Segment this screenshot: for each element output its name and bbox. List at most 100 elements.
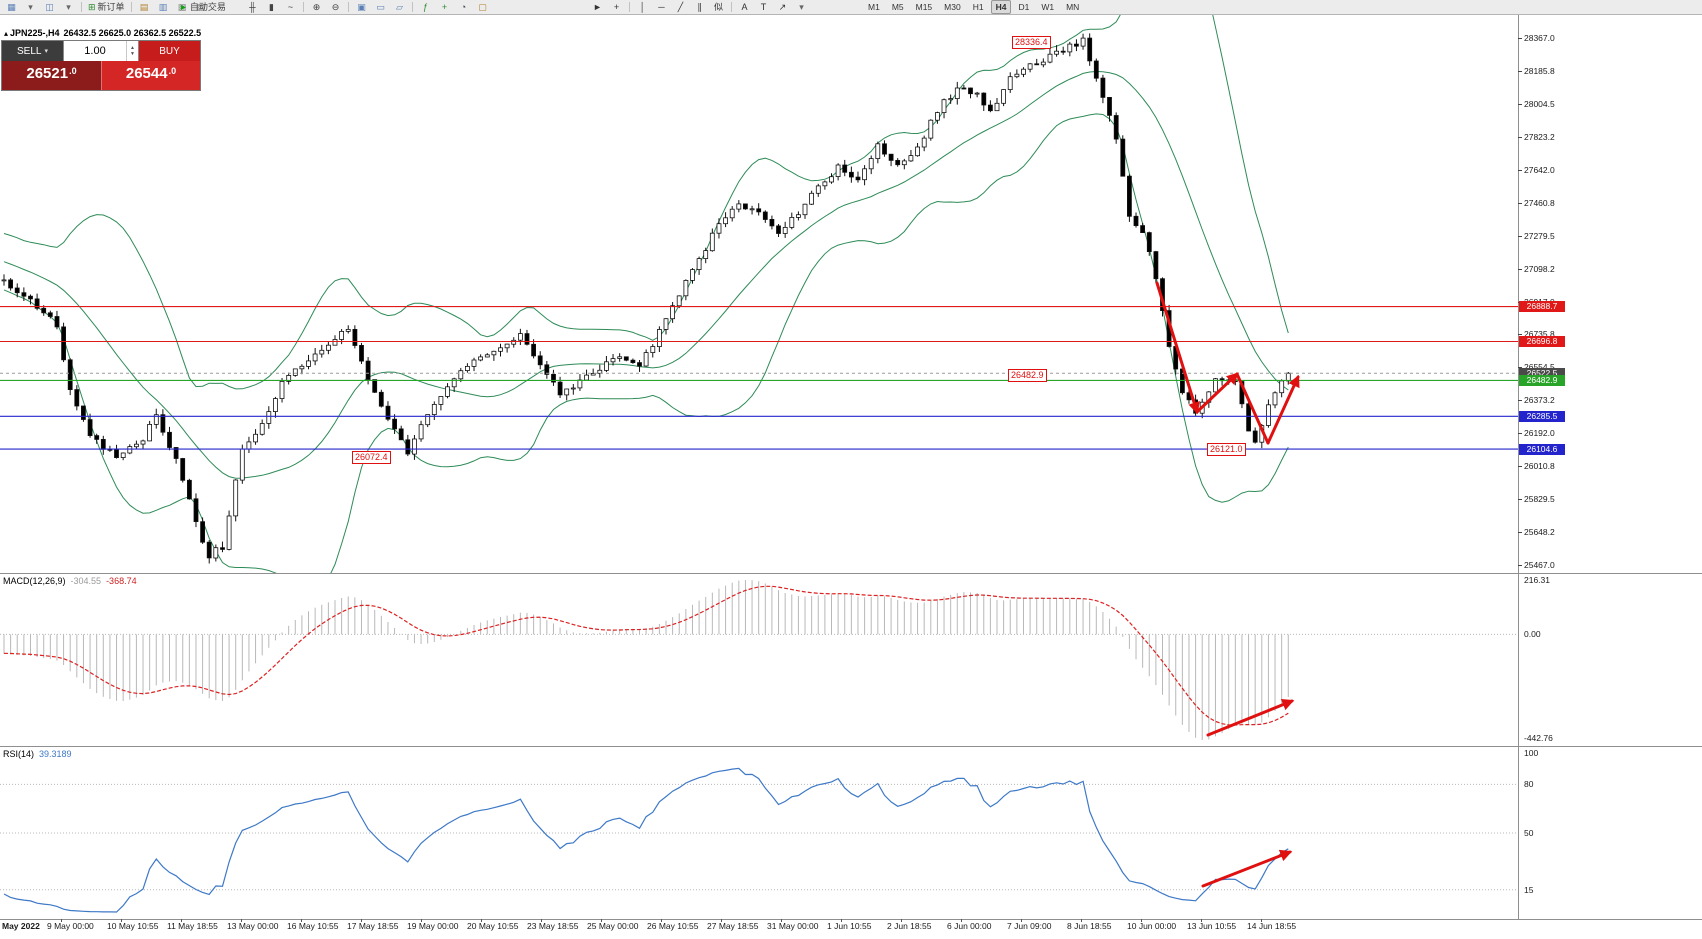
market-watch-icon[interactable]: ▤: [139, 2, 149, 12]
time-axis-tick: [721, 919, 722, 922]
price-annotation-label[interactable]: 26482.9: [1008, 369, 1047, 382]
price-axis-tick-mark: [1518, 532, 1522, 534]
time-axis-tick: [1261, 919, 1262, 922]
price-axis-tick: 27460.8: [1524, 197, 1555, 208]
templates-icon[interactable]: ▢: [478, 2, 487, 12]
time-axis-label: 23 May 18:55: [527, 921, 579, 931]
volume-down-icon[interactable]: ▼: [130, 51, 135, 57]
macd-panel-separator[interactable]: [0, 573, 1702, 574]
timeframe-M30[interactable]: M30: [944, 2, 961, 12]
buy-price-button[interactable]: 26544 .0: [101, 61, 200, 90]
price-axis-tick: 26192.0: [1524, 428, 1555, 439]
time-axis-label: 31 May 00:00: [767, 921, 819, 931]
bollinger-middle-line: [3, 70, 1289, 479]
volume-up-icon[interactable]: ▲: [130, 45, 135, 51]
timeframe-MN[interactable]: MN: [1066, 2, 1080, 12]
time-axis-label: 10 Jun 00:00: [1127, 921, 1177, 931]
toolbar-group: ► 自动交易: [176, 0, 229, 14]
toolbar: ▦ ▾ ◫ ▾ ⊞ 新订单 ▤ ▥ ▧ ▨ ► 自动交易 ╫ ▮ ~ ⊕ ⊖ ▣ ▭ ▱ ƒ + ◔ ▢ ► + │ ─ ╱ ∥ 似 A T ↗ ▾…: [0, 0, 1702, 15]
zoom-in-icon[interactable]: ⊕: [312, 2, 321, 12]
timeframe-M15[interactable]: M15: [915, 2, 933, 12]
profiles-icon[interactable]: ◫: [45, 2, 54, 12]
price-annotation-label[interactable]: 26121.0: [1207, 443, 1246, 456]
data-window-icon[interactable]: ▥: [158, 2, 168, 12]
terminal-icon[interactable]: ▨: [196, 2, 206, 12]
vertical-line-icon[interactable]: │: [639, 2, 646, 12]
sell-dropdown-icon[interactable]: ▾: [44, 48, 48, 55]
trend-arrow-down-2[interactable]: [1235, 372, 1270, 445]
rsi-axis-max: 100: [1524, 748, 1539, 758]
toolbar-separator: [81, 2, 82, 12]
time-axis-label: 16 May 10:55: [287, 921, 339, 931]
buy-price-frac: .0: [168, 66, 177, 76]
timeframe-H1[interactable]: H1: [972, 2, 984, 12]
time-axis-tick: [181, 919, 182, 922]
bar-chart-icon[interactable]: ╫: [249, 2, 256, 12]
rsi-panel-separator[interactable]: [0, 746, 1702, 747]
text-label-icon[interactable]: T: [760, 2, 767, 12]
horizontal-line-icon[interactable]: ─: [658, 2, 665, 12]
rsi-arrow[interactable]: [1201, 849, 1293, 888]
time-axis-tick: [781, 919, 782, 922]
symbol-label: JPN225-,H4: [10, 28, 60, 38]
time-axis-tick: [481, 919, 482, 922]
trend-arrow-down-1[interactable]: [1155, 281, 1200, 415]
volume-input[interactable]: [64, 41, 126, 61]
new-order-button-icon: ⊞: [88, 2, 96, 12]
channel-icon[interactable]: ∥: [697, 2, 702, 12]
navigator-icon[interactable]: ▧: [177, 2, 187, 12]
timeframe-group: M1 M5 M15 M30 H1 H4 D1 W1 MN: [862, 0, 1085, 14]
price-axis-tick-mark: [1518, 38, 1522, 39]
fibonacci-icon[interactable]: 似: [713, 2, 723, 12]
sell-price-button[interactable]: 26521 .0: [2, 61, 101, 90]
autotrading-button[interactable]: ► 自动交易: [177, 1, 228, 13]
time-axis-tick: [961, 919, 962, 922]
new-chart-icon[interactable]: ▦: [7, 2, 16, 12]
indicators-icon[interactable]: ƒ: [422, 2, 428, 12]
price-axis-tick: 27642.0: [1524, 164, 1555, 175]
price-axis-tick-mark: [1518, 235, 1522, 237]
auto-arrange-icon[interactable]: ▱: [396, 2, 403, 12]
new-chart-dropdown-icon[interactable]: ▾: [28, 2, 33, 12]
time-axis-label: 10 May 10:55: [107, 921, 159, 931]
timeframe-H4[interactable]: H4: [990, 0, 1012, 14]
timeframe-M5[interactable]: M5: [891, 2, 904, 12]
cascade-windows-icon[interactable]: ▭: [376, 2, 385, 12]
new-order-button[interactable]: ⊞ 新订单: [86, 1, 127, 13]
price-annotation-label[interactable]: 28336.4: [1012, 36, 1051, 49]
arrows-dropdown-icon[interactable]: ▾: [799, 2, 804, 12]
crosshair-icon[interactable]: +: [613, 2, 620, 12]
periods-icon[interactable]: ◔: [460, 2, 467, 12]
candlestick-chart-icon[interactable]: ▮: [269, 2, 274, 12]
tile-windows-icon[interactable]: ▣: [357, 2, 366, 12]
rsi-axis-level: 15: [1524, 884, 1534, 895]
toolbar-separator: [731, 2, 732, 12]
price-axis-tick: 26735.8: [1524, 329, 1555, 340]
sell-button[interactable]: SELL ▾: [2, 41, 63, 61]
price-line-label-box: 26888.7: [1519, 301, 1565, 313]
buy-button[interactable]: BUY: [139, 41, 200, 61]
trendline-icon[interactable]: ╱: [677, 2, 684, 12]
symbol-arrow-icon: ▴: [4, 29, 9, 38]
toolbar-group: ► + │ ─ ╱ ∥ 似 A T ↗ ▾: [588, 0, 811, 14]
timeframe-D1[interactable]: D1: [1018, 2, 1030, 12]
time-axis-tick: [1081, 919, 1082, 922]
indicators-add-icon[interactable]: +: [441, 2, 448, 12]
price-axis-tick: 25829.5: [1524, 494, 1555, 505]
time-axis-tick: [901, 919, 902, 922]
price-axis-tick-mark: [1518, 202, 1522, 204]
price-annotation-label[interactable]: 26072.4: [352, 451, 391, 464]
cursor-icon[interactable]: ►: [593, 2, 602, 12]
line-chart-icon[interactable]: ~: [287, 2, 294, 12]
macd-arrow[interactable]: [1206, 699, 1295, 737]
profiles-dropdown-icon[interactable]: ▾: [66, 2, 71, 12]
text-icon[interactable]: A: [741, 2, 748, 12]
trend-arrow-up-1[interactable]: [1195, 372, 1239, 414]
price-axis-tick-mark: [1518, 136, 1522, 138]
arrows-icon[interactable]: ↗: [778, 2, 787, 12]
timeframe-M1[interactable]: M1: [868, 2, 880, 12]
zoom-out-icon[interactable]: ⊖: [331, 2, 340, 12]
timeframe-W1[interactable]: W1: [1041, 2, 1055, 12]
trend-arrow-up-2[interactable]: [1266, 374, 1300, 445]
